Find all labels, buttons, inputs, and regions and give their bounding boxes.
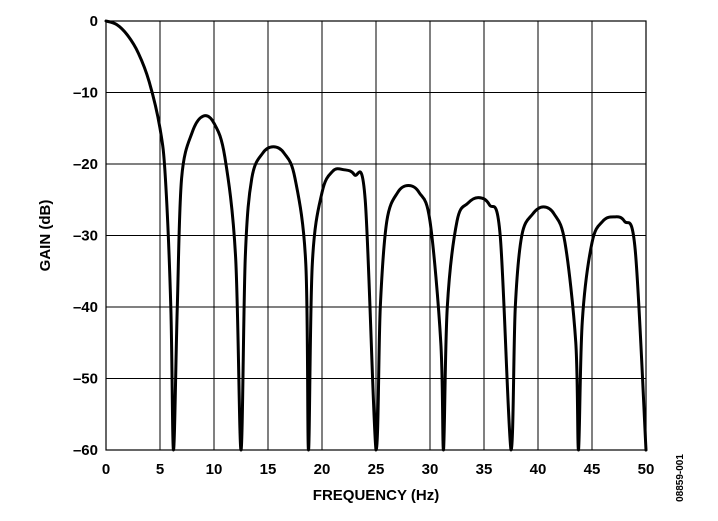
y-tick-label: –30 xyxy=(73,228,98,245)
x-tick-label: 10 xyxy=(206,461,223,478)
x-tick-label: 15 xyxy=(260,461,277,478)
x-axis-label: FREQUENCY (Hz) xyxy=(313,487,439,504)
x-tick-label: 35 xyxy=(476,461,493,478)
x-tick-label: 30 xyxy=(422,461,439,478)
grid-layer xyxy=(106,21,646,450)
y-tick-label: –60 xyxy=(73,442,98,459)
y-tick-label: –10 xyxy=(73,85,98,102)
y-tick-label: –50 xyxy=(73,371,98,388)
y-tick-label: –20 xyxy=(73,156,98,173)
y-tick-label: 0 xyxy=(90,13,98,30)
x-tick-label: 45 xyxy=(584,461,601,478)
y-axis-label: GAIN (dB) xyxy=(37,200,54,272)
x-tick-label: 20 xyxy=(314,461,331,478)
series-line xyxy=(104,19,648,452)
y-tick-label: –40 xyxy=(73,299,98,316)
x-tick-label: 40 xyxy=(530,461,547,478)
tick-labels: 0 5 10 15 20 25 30 35 40 45 50 0 –10 –20 –30 –40 –50 –60 xyxy=(73,13,654,478)
x-tick-label: 0 xyxy=(102,461,110,478)
figure-code-annotation: 08859-001 xyxy=(675,454,686,502)
x-tick-label: 50 xyxy=(638,461,655,478)
x-tick-label: 25 xyxy=(368,461,385,478)
x-tick-label: 5 xyxy=(156,461,164,478)
